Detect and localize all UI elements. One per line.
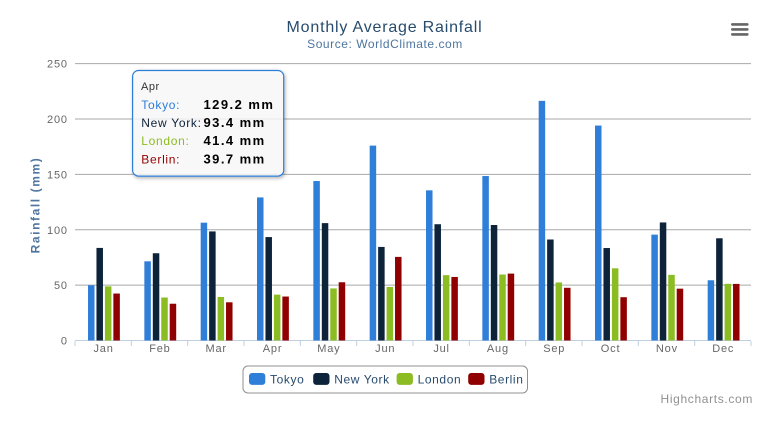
svg-text:New York: New York (334, 373, 390, 387)
svg-text:New York:: New York: (141, 116, 201, 130)
svg-text:Jul: Jul (433, 343, 449, 355)
svg-text:Mar: Mar (206, 343, 227, 355)
svg-text:Jan: Jan (93, 343, 113, 355)
svg-text:May: May (317, 343, 340, 355)
svg-text:0: 0 (61, 336, 68, 348)
svg-text:Oct: Oct (601, 343, 621, 355)
svg-text:100: 100 (47, 225, 68, 237)
svg-text:129.2 mm: 129.2 mm (204, 97, 275, 112)
svg-text:Feb: Feb (149, 343, 170, 355)
svg-text:Tokyo: Tokyo (270, 373, 304, 387)
svg-text:Apr: Apr (141, 81, 160, 93)
svg-text:Apr: Apr (263, 343, 283, 355)
svg-text:Highcharts.com: Highcharts.com (661, 392, 753, 406)
svg-text:Nov: Nov (656, 343, 678, 355)
svg-text:50: 50 (54, 280, 68, 292)
svg-text:Aug: Aug (487, 343, 509, 355)
svg-text:250: 250 (47, 59, 68, 71)
svg-text:London: London (418, 373, 462, 387)
svg-text:Rainfall (mm): Rainfall (mm) (29, 157, 43, 254)
svg-text:Berlin:: Berlin: (141, 152, 180, 166)
svg-text:39.7 mm: 39.7 mm (204, 151, 266, 166)
svg-text:41.4 mm: 41.4 mm (204, 133, 266, 148)
svg-text:Jun: Jun (375, 343, 395, 355)
svg-text:Tokyo:: Tokyo: (141, 98, 180, 112)
svg-text:Dec: Dec (712, 343, 734, 355)
svg-text:Monthly Average Rainfall: Monthly Average Rainfall (287, 19, 483, 36)
svg-text:Sep: Sep (543, 343, 565, 355)
svg-text:Source: WorldClimate.com: Source: WorldClimate.com (307, 37, 463, 51)
svg-text:93.4 mm: 93.4 mm (204, 115, 266, 130)
svg-text:Berlin: Berlin (489, 373, 523, 387)
svg-text:200: 200 (47, 114, 68, 126)
svg-text:London:: London: (141, 134, 189, 148)
svg-text:150: 150 (47, 169, 68, 181)
